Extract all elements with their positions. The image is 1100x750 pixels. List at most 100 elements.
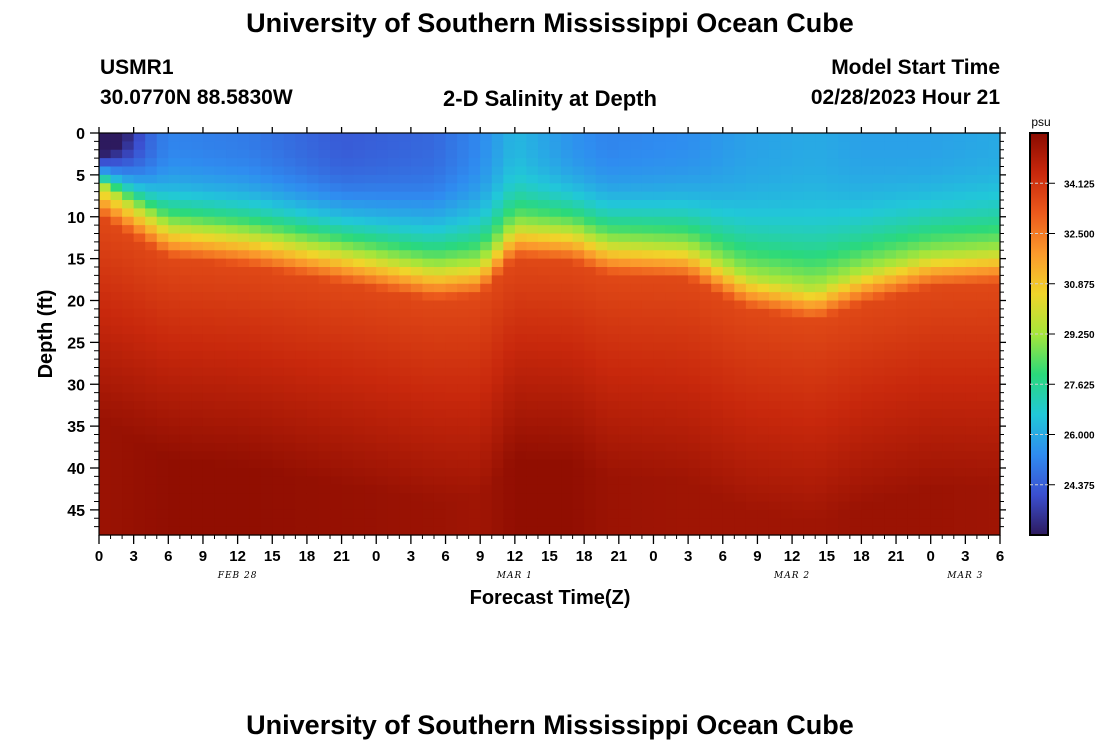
- heatmap-cell: [341, 233, 354, 243]
- heatmap-cell: [376, 409, 389, 419]
- heatmap-cell: [919, 308, 932, 318]
- heatmap-cell: [665, 225, 678, 235]
- heatmap-cell: [607, 200, 620, 209]
- heatmap-cell: [618, 225, 631, 235]
- heatmap-cell: [457, 426, 470, 436]
- heatmap-cell: [630, 493, 643, 503]
- heatmap-cell: [145, 241, 158, 251]
- heatmap-cell: [653, 233, 666, 243]
- heatmap-cell: [99, 149, 112, 159]
- heatmap-cell: [665, 459, 678, 469]
- heatmap-cell: [376, 275, 389, 285]
- heatmap-cell: [387, 476, 400, 486]
- heatmap-cell: [376, 308, 389, 318]
- heatmap-cell: [976, 359, 990, 369]
- heatmap-cell: [491, 166, 504, 176]
- heatmap-cell: [838, 200, 851, 209]
- heatmap-cell: [584, 476, 597, 486]
- heatmap-cell: [202, 258, 216, 268]
- heatmap-cell: [226, 518, 239, 528]
- heatmap-cell: [792, 225, 805, 235]
- heatmap-cell: [503, 509, 516, 519]
- heatmap-cell: [930, 526, 943, 536]
- heatmap-cell: [699, 334, 712, 343]
- heatmap-cell: [514, 166, 527, 176]
- heatmap-cell: [202, 526, 216, 536]
- heatmap-cell: [630, 183, 643, 193]
- heatmap-cell: [630, 208, 643, 218]
- heatmap-cell: [584, 451, 597, 461]
- heatmap-cell: [826, 359, 839, 369]
- heatmap-cell: [422, 367, 435, 377]
- heatmap-cell: [318, 434, 331, 444]
- heatmap-cell: [399, 409, 412, 419]
- heatmap-cell: [745, 468, 759, 477]
- heatmap-cell: [896, 401, 909, 410]
- heatmap-cell: [306, 275, 320, 285]
- heatmap-cell: [306, 216, 320, 226]
- heatmap-cell: [734, 442, 747, 452]
- heatmap-cell: [699, 166, 712, 176]
- heatmap-cell: [399, 375, 412, 385]
- heatmap-cell: [514, 267, 527, 276]
- heatmap-cell: [896, 292, 909, 302]
- heatmap-cell: [549, 468, 562, 477]
- heatmap-cell: [976, 174, 990, 184]
- heatmap-cell: [376, 459, 389, 469]
- heatmap-cell: [341, 384, 354, 394]
- heatmap-cell: [457, 459, 470, 469]
- heatmap-cell: [364, 208, 377, 218]
- heatmap-cell: [953, 375, 966, 385]
- heatmap-cell: [745, 493, 759, 503]
- heatmap-cell: [133, 325, 146, 335]
- heatmap-cell: [849, 334, 862, 343]
- heatmap-cell: [202, 501, 216, 511]
- heatmap-cell: [722, 308, 735, 318]
- heatmap-cell: [133, 409, 146, 419]
- heatmap-cell: [318, 484, 331, 494]
- heatmap-cell: [734, 417, 747, 427]
- heatmap-cell: [618, 417, 631, 427]
- heatmap-cell: [641, 501, 655, 511]
- heatmap-cell: [826, 158, 839, 168]
- heatmap-cell: [191, 401, 204, 410]
- heatmap-cell: [526, 183, 539, 193]
- heatmap-cell: [618, 442, 631, 452]
- heatmap-cell: [699, 459, 712, 469]
- heatmap-cell: [584, 484, 597, 494]
- heatmap-cell: [919, 183, 932, 193]
- heatmap-cell: [711, 183, 724, 193]
- heatmap-cell: [688, 342, 701, 352]
- heatmap-cell: [330, 501, 343, 511]
- heatmap-cell: [145, 233, 158, 243]
- heatmap-cell: [191, 476, 204, 486]
- heatmap-cell: [503, 308, 516, 318]
- heatmap-cell: [919, 342, 932, 352]
- heatmap-cell: [618, 350, 631, 360]
- heatmap-cell: [353, 468, 366, 477]
- heatmap-cell: [884, 141, 897, 151]
- heatmap-cell: [711, 501, 724, 511]
- heatmap-cell: [399, 208, 412, 218]
- heatmap-cell: [122, 409, 135, 419]
- heatmap-cell: [237, 459, 250, 469]
- heatmap-cell: [757, 484, 770, 494]
- heatmap-cell: [711, 300, 724, 310]
- heatmap-cell: [988, 375, 1001, 385]
- heatmap-cell: [387, 509, 400, 519]
- heatmap-cell: [202, 225, 216, 235]
- heatmap-cell: [272, 300, 285, 310]
- heatmap-cell: [260, 241, 273, 251]
- heatmap-cell: [514, 518, 527, 528]
- heatmap-cell: [745, 300, 759, 310]
- heatmap-cell: [260, 509, 273, 519]
- heatmap-cell: [584, 359, 597, 369]
- heatmap-cell: [122, 191, 135, 201]
- heatmap-cell: [792, 409, 805, 419]
- heatmap-cell: [341, 300, 354, 310]
- heatmap-cell: [896, 359, 909, 369]
- heatmap-cell: [272, 183, 285, 193]
- heatmap-cell: [953, 158, 966, 168]
- heatmap-cell: [757, 518, 770, 528]
- heatmap-cell: [237, 334, 250, 343]
